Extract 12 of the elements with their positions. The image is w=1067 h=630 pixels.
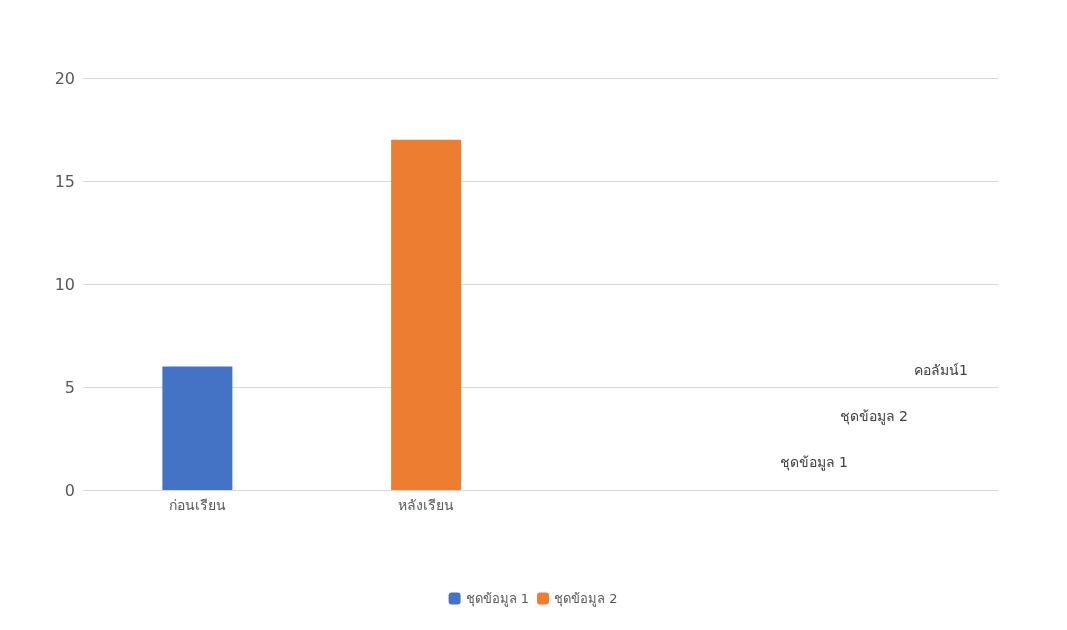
annotation: คอลัมน์1 bbox=[914, 362, 969, 378]
legend-label: ชุดข้อมูล 1 bbox=[465, 591, 529, 607]
y-tick-label: 20 bbox=[54, 68, 75, 88]
y-tick-label: 15 bbox=[54, 171, 75, 191]
y-tick-label: 0 bbox=[64, 480, 75, 500]
legend-label: ชุดข้อมูล 2 bbox=[554, 591, 618, 607]
x-tick-label: ก่อนเรียน bbox=[168, 497, 226, 513]
y-tick-label: 10 bbox=[54, 274, 75, 294]
y-tick-label: 5 bbox=[64, 377, 75, 397]
annotation: ชุดข้อมูล 1 bbox=[779, 454, 848, 471]
x-tick-label: หลังเรียน bbox=[398, 497, 455, 513]
annotation: ชุดข้อมูล 2 bbox=[839, 408, 908, 425]
